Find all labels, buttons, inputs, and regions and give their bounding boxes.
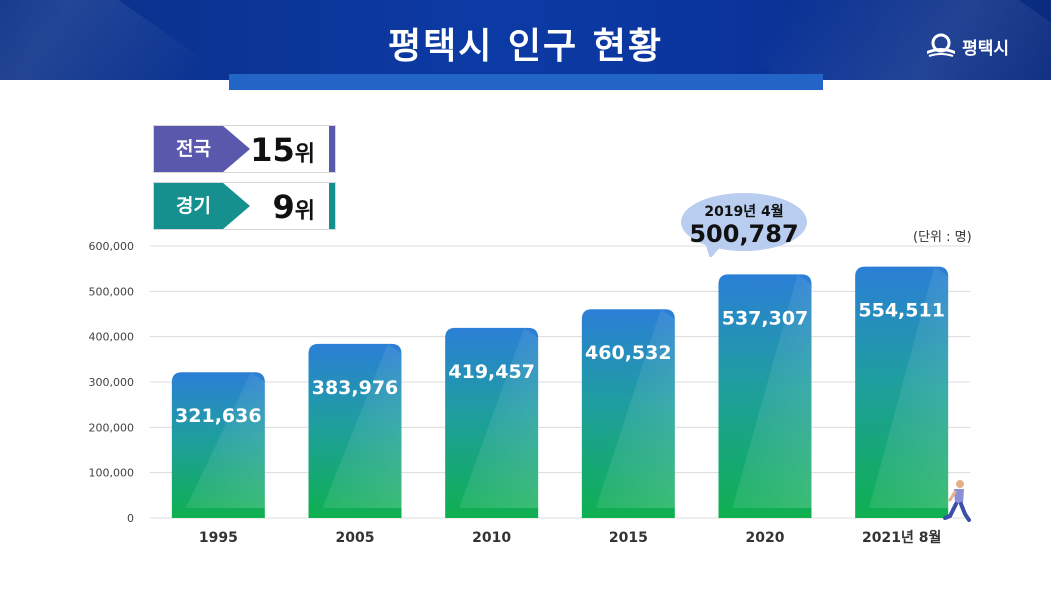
bar-shine (459, 327, 539, 508)
rank-gyeonggi: 경기 9위 (153, 182, 336, 230)
x-category-label: 2020 (746, 530, 785, 546)
x-category-label: 2021년 8월 (862, 529, 941, 546)
y-tick-label: 200,000 (89, 421, 135, 434)
rank-national-value: 15위 (250, 126, 315, 172)
bar-value-label: 537,307 (722, 307, 809, 329)
bar-value-label: 554,511 (858, 300, 945, 322)
header-banner: 평택시 인구 현황 평택시 (0, 0, 1051, 80)
callout-value: 500,787 (689, 220, 799, 248)
x-category-label: 2005 (336, 530, 375, 546)
unit-note: (단위 : 명) (913, 230, 972, 245)
y-tick-label: 500,000 (89, 285, 135, 298)
rank-national-accent (329, 126, 335, 172)
city-logo-icon (927, 33, 956, 57)
city-logo-text: 평택시 (962, 38, 1009, 59)
bar-shine (869, 266, 949, 508)
bar-value-label: 321,636 (175, 405, 262, 427)
x-category-label: 2010 (472, 530, 511, 546)
x-category-label: 1995 (199, 530, 238, 546)
x-category-label: 2015 (609, 530, 648, 546)
y-tick-label: 300,000 (89, 376, 135, 389)
rank-national-number: 15 (250, 131, 295, 169)
callout-date: 2019년 4월 (704, 204, 784, 220)
rank-gyeonggi-value: 9위 (272, 183, 315, 229)
callout-bubble-shape (681, 193, 807, 257)
bar-shine (595, 309, 675, 508)
y-tick-label: 100,000 (89, 467, 135, 480)
city-logo: 평택시 (926, 33, 1009, 59)
rank-gyeonggi-unit: 위 (294, 199, 315, 224)
rank-gyeonggi-accent (329, 183, 335, 229)
rank-national-unit: 위 (294, 142, 315, 167)
rank-national: 전국 15위 (153, 125, 336, 173)
bar-value-label: 419,457 (448, 361, 535, 383)
bar-shine (732, 274, 812, 508)
rank-gyeonggi-number: 9 (272, 188, 295, 226)
walking-person-icon (943, 480, 971, 522)
y-tick-label: 0 (127, 512, 134, 525)
page-title: 평택시 인구 현황 (388, 26, 663, 67)
y-tick-label: 400,000 (89, 331, 135, 344)
y-tick-label: 600,000 (89, 240, 135, 253)
bar-value-label: 460,532 (585, 342, 672, 364)
bar-shine (185, 372, 265, 508)
bar-shine (322, 343, 402, 508)
title-underline-bar (229, 74, 823, 90)
callout-bubble: 2019년 4월 500,787 (680, 193, 808, 257)
bar-value-label: 383,976 (312, 377, 399, 399)
